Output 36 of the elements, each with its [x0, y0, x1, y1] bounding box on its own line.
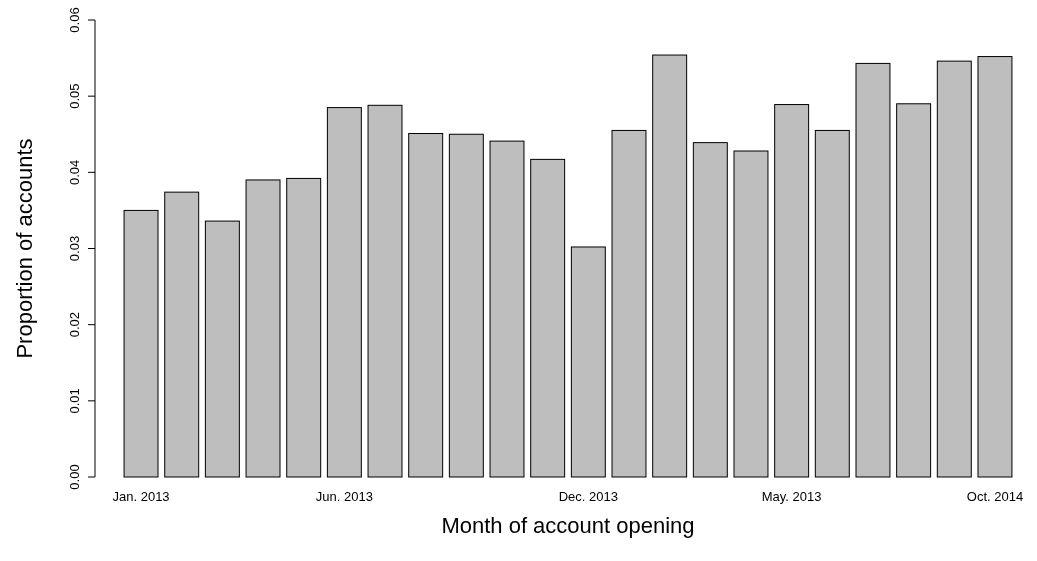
bar	[408, 132, 444, 478]
x-tick-label: Jan. 2013	[112, 489, 170, 504]
x-tick-label: May. 2013	[761, 489, 822, 504]
bar	[123, 209, 159, 478]
y-tick-label: 0.01	[67, 388, 82, 414]
y-tick-label: 0.04	[67, 159, 82, 185]
x-axis-title: Month of account opening	[441, 513, 695, 538]
x-tick-label: Oct. 2014	[966, 489, 1024, 504]
bar	[977, 56, 1013, 478]
y-tick-label: 0.05	[67, 83, 82, 109]
bar	[814, 129, 850, 478]
bar	[652, 54, 688, 478]
bar	[692, 142, 728, 478]
bar	[570, 246, 606, 478]
bar	[326, 107, 362, 478]
y-tick-label: 0.03	[67, 235, 82, 262]
x-tick-label: Dec. 2013	[558, 489, 618, 504]
y-tick-label: 0.02	[67, 312, 82, 338]
bar	[164, 191, 200, 478]
bar	[896, 103, 932, 478]
y-axis-title: Proportion of accounts	[12, 138, 37, 359]
bar	[733, 150, 769, 478]
bar	[489, 140, 525, 478]
bar	[245, 179, 281, 478]
bar	[530, 158, 566, 478]
bar	[936, 60, 972, 478]
x-tick-label: Jun. 2013	[315, 489, 373, 504]
bar	[774, 104, 810, 478]
bar	[286, 177, 322, 478]
bar	[448, 133, 484, 478]
bar	[611, 129, 647, 478]
y-tick-label: 0.06	[67, 7, 82, 33]
y-tick-label: 0.00	[67, 464, 82, 490]
bar	[855, 62, 891, 478]
bar	[204, 220, 240, 478]
bar	[367, 104, 403, 478]
